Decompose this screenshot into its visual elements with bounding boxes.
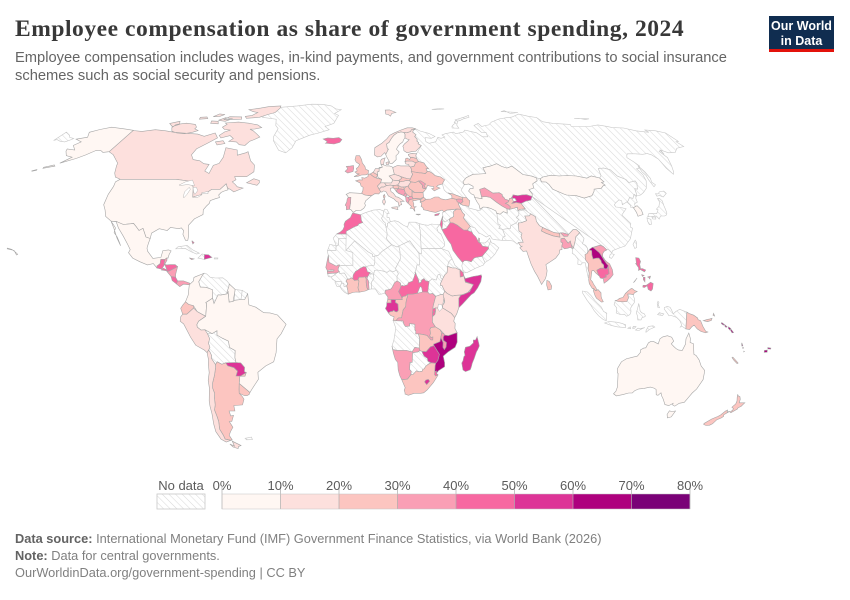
svg-text:40%: 40% <box>443 478 469 493</box>
svg-text:0%: 0% <box>213 478 232 493</box>
svg-text:10%: 10% <box>267 478 293 493</box>
svg-text:70%: 70% <box>618 478 644 493</box>
svg-text:80%: 80% <box>677 478 703 493</box>
svg-text:60%: 60% <box>560 478 586 493</box>
svg-text:30%: 30% <box>384 478 410 493</box>
svg-text:50%: 50% <box>501 478 527 493</box>
svg-text:No data: No data <box>158 478 204 493</box>
svg-text:20%: 20% <box>326 478 352 493</box>
